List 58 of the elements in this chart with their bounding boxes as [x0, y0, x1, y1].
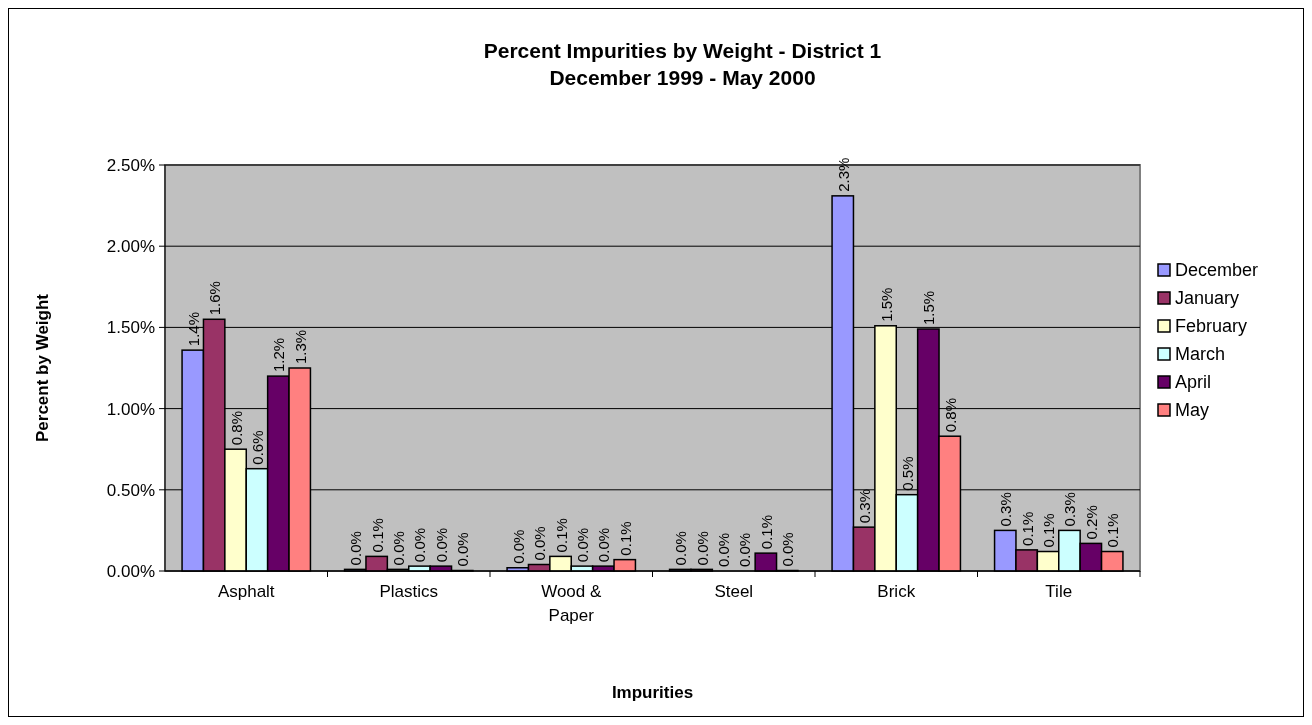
data-label: 0.0% — [573, 527, 591, 563]
data-label: 0.0% — [531, 526, 549, 561]
legend-label: December — [1175, 260, 1259, 281]
x-tick-label: Tile — [1045, 582, 1073, 601]
x-tick-label: Brick — [877, 582, 916, 601]
data-label: 0.0% — [693, 531, 711, 566]
data-label: 2.3% — [834, 157, 852, 192]
data-label: 0.1% — [552, 518, 570, 553]
y-tick-label: 2.50% — [106, 155, 155, 175]
y-tick-label: 0.50% — [106, 480, 155, 500]
x-tick-label: Asphalt — [217, 582, 275, 601]
data-label: 0.0% — [736, 532, 754, 567]
data-label: 1.3% — [291, 329, 309, 364]
data-label: 0.0% — [715, 532, 733, 567]
data-label: 0.0% — [509, 529, 527, 564]
y-axis-title: Percent by Weight — [33, 293, 52, 442]
legend-label: February — [1175, 316, 1248, 337]
y-tick-label: 0.00% — [106, 561, 155, 581]
data-label: 1.4% — [184, 311, 202, 347]
data-label: 0.0% — [390, 531, 408, 566]
y-tick-label: 1.00% — [106, 399, 155, 419]
data-label: 0.3% — [856, 488, 874, 524]
x-tick-label: Wood & Paper — [541, 582, 602, 625]
data-label: 0.1% — [616, 521, 634, 556]
data-label: 0.1% — [757, 514, 775, 550]
y-tick-label: 2.00% — [106, 237, 155, 257]
data-label: 0.0% — [779, 532, 797, 567]
data-label: 1.5% — [877, 287, 895, 322]
chart-subtitle: December 1999 - May 2000 — [549, 66, 816, 89]
data-label: 0.2% — [1082, 505, 1100, 540]
data-label: 0.0% — [595, 527, 613, 563]
data-label: 0.3% — [1061, 492, 1079, 527]
data-label: 0.3% — [997, 492, 1015, 527]
x-tick-label: Plastics — [379, 582, 439, 601]
data-label: 0.1% — [1018, 511, 1036, 546]
x-axis-title: Impurities — [611, 683, 694, 702]
data-label: 0.8% — [227, 411, 245, 446]
data-label: 1.2% — [270, 337, 288, 373]
data-label: 0.0% — [454, 532, 472, 567]
data-label: 0.0% — [411, 527, 429, 563]
data-label: 1.6% — [206, 281, 224, 316]
data-label: 0.0% — [432, 527, 450, 563]
data-label: 0.5% — [898, 456, 916, 491]
data-label: 0.1% — [368, 518, 386, 553]
data-label: 0.1% — [1040, 513, 1058, 548]
data-label: 0.1% — [1104, 513, 1122, 548]
chart-title: Percent Impurities by Weight - District 1 — [483, 39, 882, 62]
data-label: 0.6% — [248, 430, 266, 465]
data-label: 1.5% — [920, 290, 938, 326]
legend-label: May — [1175, 400, 1210, 421]
data-label: 0.0% — [347, 531, 365, 566]
legend-label: March — [1175, 344, 1226, 365]
data-label: 0.0% — [672, 531, 690, 566]
legend-label: January — [1175, 288, 1240, 309]
y-tick-label: 1.50% — [106, 318, 155, 338]
data-label: 0.8% — [941, 398, 959, 433]
x-tick-label: Steel — [714, 582, 754, 601]
legend-label: April — [1175, 372, 1212, 393]
